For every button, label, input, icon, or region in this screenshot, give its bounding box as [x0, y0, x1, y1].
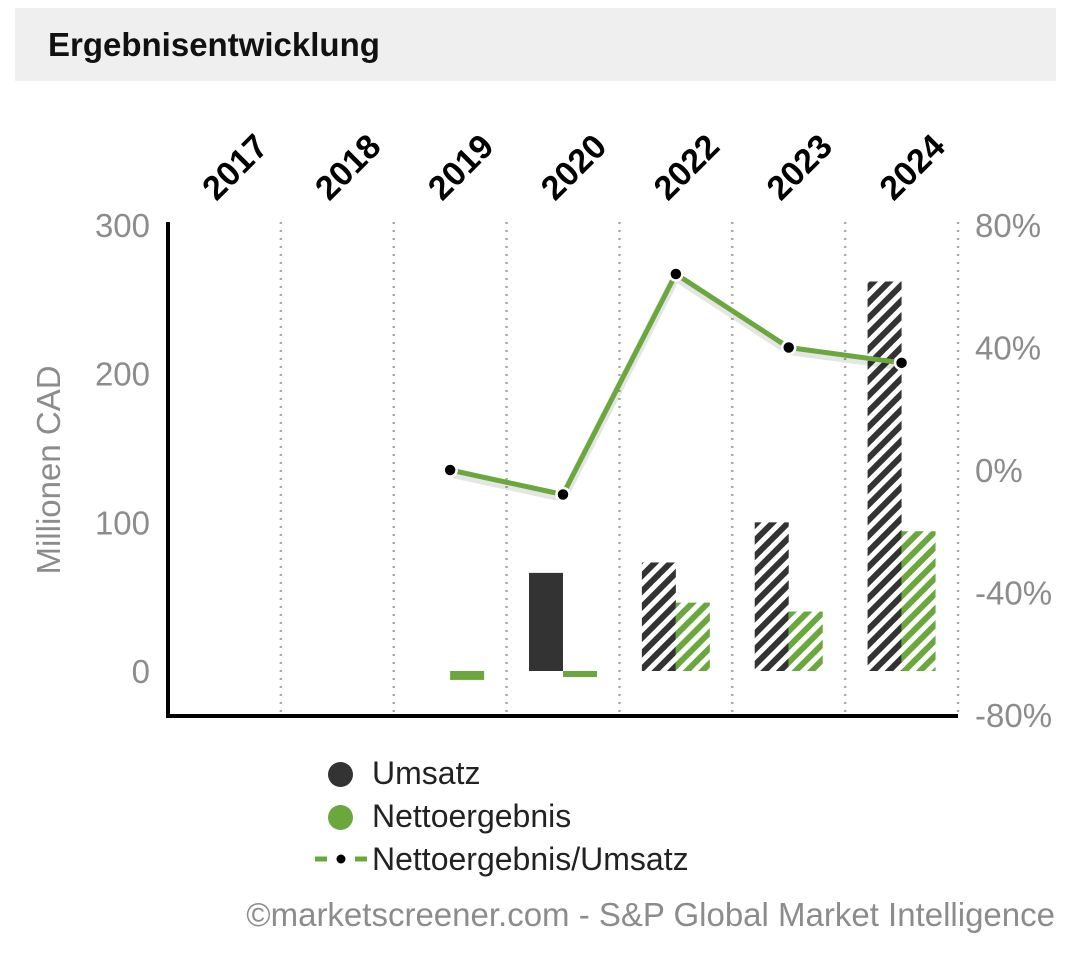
point-marge-2023 — [780, 339, 797, 356]
dark-circle-icon — [328, 762, 353, 787]
chart-header: Ergebnisentwicklung — [15, 8, 1056, 81]
legend-item-nettoergebnis-umsatz[interactable]: Nettoergebnis/Umsatz — [312, 838, 689, 881]
chart-title: Ergebnisentwicklung — [48, 26, 380, 63]
x-tick-label: 2023 — [760, 127, 840, 207]
legend-item-umsatz[interactable]: Umsatz — [312, 752, 689, 795]
x-tick-label: 2024 — [872, 127, 952, 207]
dashed-line-dot-icon — [315, 852, 367, 866]
x-tick-label: 2022 — [647, 127, 727, 207]
legend-label: Umsatz — [372, 755, 481, 791]
x-tick-label: 2018 — [308, 127, 388, 207]
bar-nettoergebnis-2022 — [675, 602, 710, 671]
bar-nettoergebnis-2024 — [901, 531, 936, 671]
legend-item-nettoergebnis[interactable]: Nettoergebnis — [312, 795, 689, 838]
y-axis-title: Millionen CAD — [30, 365, 67, 574]
bar-umsatz-2020 — [529, 572, 563, 671]
y-tick-label: 200 — [95, 356, 150, 393]
y2-tick-label: -80% — [975, 697, 1052, 734]
bar-nettoergebnis-2020 — [563, 671, 597, 677]
x-tick-label: 2017 — [195, 127, 275, 207]
point-marge-2020 — [555, 486, 571, 503]
y2-tick-label: 40% — [975, 330, 1041, 367]
legend: Umsatz Nettoergebnis Nettoergebnis/Umsat… — [312, 752, 689, 881]
y-tick-label: 100 — [95, 504, 150, 541]
legend-label: Nettoergebnis — [372, 798, 572, 834]
bar-umsatz-2024 — [867, 281, 902, 671]
point-marge-2024 — [893, 355, 910, 371]
point-marge-2019 — [442, 462, 458, 478]
bar-nettoergebnis-2019 — [450, 671, 485, 680]
y2-tick-label: 80% — [975, 207, 1041, 244]
bar-umsatz-2022 — [641, 562, 676, 671]
line-nettoergebnis-umsatz — [449, 271, 902, 497]
x-tick-label: 2020 — [534, 127, 614, 207]
line-shadow — [449, 272, 903, 502]
y2-tick-label: -40% — [975, 575, 1052, 612]
y-tick-label: 300 — [95, 207, 150, 244]
x-tick-label: 2019 — [421, 127, 501, 207]
y2-tick-label: 0% — [975, 452, 1023, 489]
point-marge-2022 — [668, 266, 684, 282]
bar-nettoergebnis-2023 — [788, 611, 823, 671]
bar-umsatz-2023 — [754, 522, 789, 671]
green-circle-icon — [328, 805, 353, 830]
source-credit: ©marketscreener.com - S&P Global Market … — [246, 896, 1055, 933]
legend-label: Nettoergebnis/Umsatz — [372, 841, 689, 877]
y-tick-label: 0 — [132, 653, 150, 690]
